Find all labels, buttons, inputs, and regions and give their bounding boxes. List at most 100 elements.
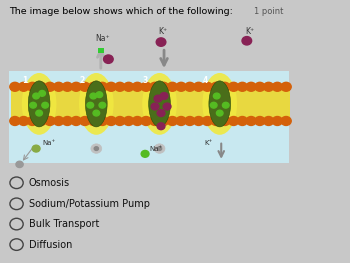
Circle shape (89, 82, 99, 91)
Circle shape (150, 117, 160, 125)
Circle shape (150, 82, 160, 91)
Circle shape (99, 102, 106, 108)
Circle shape (27, 82, 37, 91)
Circle shape (156, 38, 166, 46)
Text: Osmosis: Osmosis (29, 178, 70, 188)
Circle shape (281, 117, 291, 125)
Circle shape (97, 117, 107, 125)
Circle shape (10, 117, 20, 125)
Circle shape (10, 82, 20, 91)
Circle shape (159, 117, 169, 125)
Circle shape (211, 82, 221, 91)
Circle shape (141, 150, 149, 157)
Circle shape (210, 102, 217, 108)
Circle shape (80, 117, 90, 125)
Circle shape (104, 55, 113, 63)
Circle shape (255, 117, 265, 125)
Circle shape (33, 93, 40, 99)
Circle shape (132, 117, 142, 125)
Text: K⁺: K⁺ (245, 27, 254, 36)
Circle shape (16, 161, 23, 168)
Circle shape (216, 110, 223, 116)
Circle shape (242, 37, 252, 45)
Circle shape (42, 102, 48, 108)
Circle shape (27, 117, 37, 125)
Text: Diffusion: Diffusion (29, 240, 72, 250)
Circle shape (202, 117, 212, 125)
Circle shape (30, 102, 36, 108)
Circle shape (87, 102, 93, 108)
Circle shape (93, 110, 100, 116)
Circle shape (157, 123, 165, 130)
Ellipse shape (28, 81, 50, 127)
Circle shape (194, 82, 204, 91)
Text: K⁺: K⁺ (159, 27, 168, 36)
Circle shape (160, 93, 168, 99)
Circle shape (62, 82, 72, 91)
Circle shape (220, 117, 230, 125)
Circle shape (71, 82, 81, 91)
Circle shape (106, 117, 116, 125)
Circle shape (124, 117, 134, 125)
Circle shape (202, 82, 212, 91)
Circle shape (141, 117, 151, 125)
Text: 2: 2 (80, 77, 85, 85)
FancyBboxPatch shape (10, 87, 290, 121)
Text: 3: 3 (143, 77, 148, 85)
Circle shape (157, 110, 165, 117)
Circle shape (158, 147, 162, 150)
Circle shape (115, 82, 125, 91)
Text: 1: 1 (22, 77, 28, 85)
Text: 1 point: 1 point (253, 7, 283, 16)
Circle shape (132, 82, 142, 91)
Circle shape (89, 117, 99, 125)
Circle shape (272, 82, 282, 91)
Circle shape (246, 82, 256, 91)
FancyBboxPatch shape (9, 71, 289, 163)
Circle shape (94, 147, 98, 150)
Circle shape (176, 117, 186, 125)
Circle shape (220, 82, 230, 91)
Circle shape (163, 103, 171, 110)
Circle shape (54, 82, 64, 91)
Ellipse shape (79, 73, 114, 135)
Circle shape (246, 117, 256, 125)
Circle shape (106, 82, 116, 91)
Circle shape (229, 117, 239, 125)
Circle shape (159, 82, 169, 91)
Circle shape (36, 110, 42, 116)
Circle shape (97, 82, 107, 91)
Circle shape (229, 82, 239, 91)
Circle shape (62, 117, 72, 125)
Circle shape (223, 102, 229, 108)
Ellipse shape (142, 73, 177, 135)
Circle shape (214, 93, 220, 99)
Circle shape (19, 82, 29, 91)
Circle shape (264, 117, 274, 125)
Circle shape (176, 82, 186, 91)
Text: 4: 4 (203, 77, 208, 85)
Text: Sodium/Potassium Pump: Sodium/Potassium Pump (29, 199, 149, 209)
FancyBboxPatch shape (98, 48, 104, 53)
Circle shape (80, 82, 90, 91)
Circle shape (91, 144, 102, 153)
Text: Bulk Transport: Bulk Transport (29, 219, 99, 229)
Circle shape (115, 117, 125, 125)
Text: Na⁺: Na⁺ (42, 140, 55, 146)
Ellipse shape (202, 73, 237, 135)
Circle shape (154, 144, 165, 153)
Circle shape (237, 117, 247, 125)
Circle shape (19, 117, 29, 125)
Circle shape (39, 90, 46, 96)
Circle shape (71, 117, 81, 125)
Ellipse shape (209, 81, 231, 127)
Circle shape (272, 117, 282, 125)
Circle shape (167, 117, 177, 125)
Circle shape (54, 117, 64, 125)
Ellipse shape (22, 73, 56, 135)
Text: Na⁺: Na⁺ (96, 34, 110, 43)
Circle shape (151, 103, 159, 110)
Circle shape (36, 82, 46, 91)
Circle shape (32, 145, 40, 152)
Circle shape (154, 95, 162, 102)
